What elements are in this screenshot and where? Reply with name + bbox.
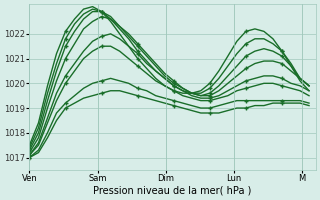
X-axis label: Pression niveau de la mer( hPa ): Pression niveau de la mer( hPa ) [93, 186, 252, 196]
